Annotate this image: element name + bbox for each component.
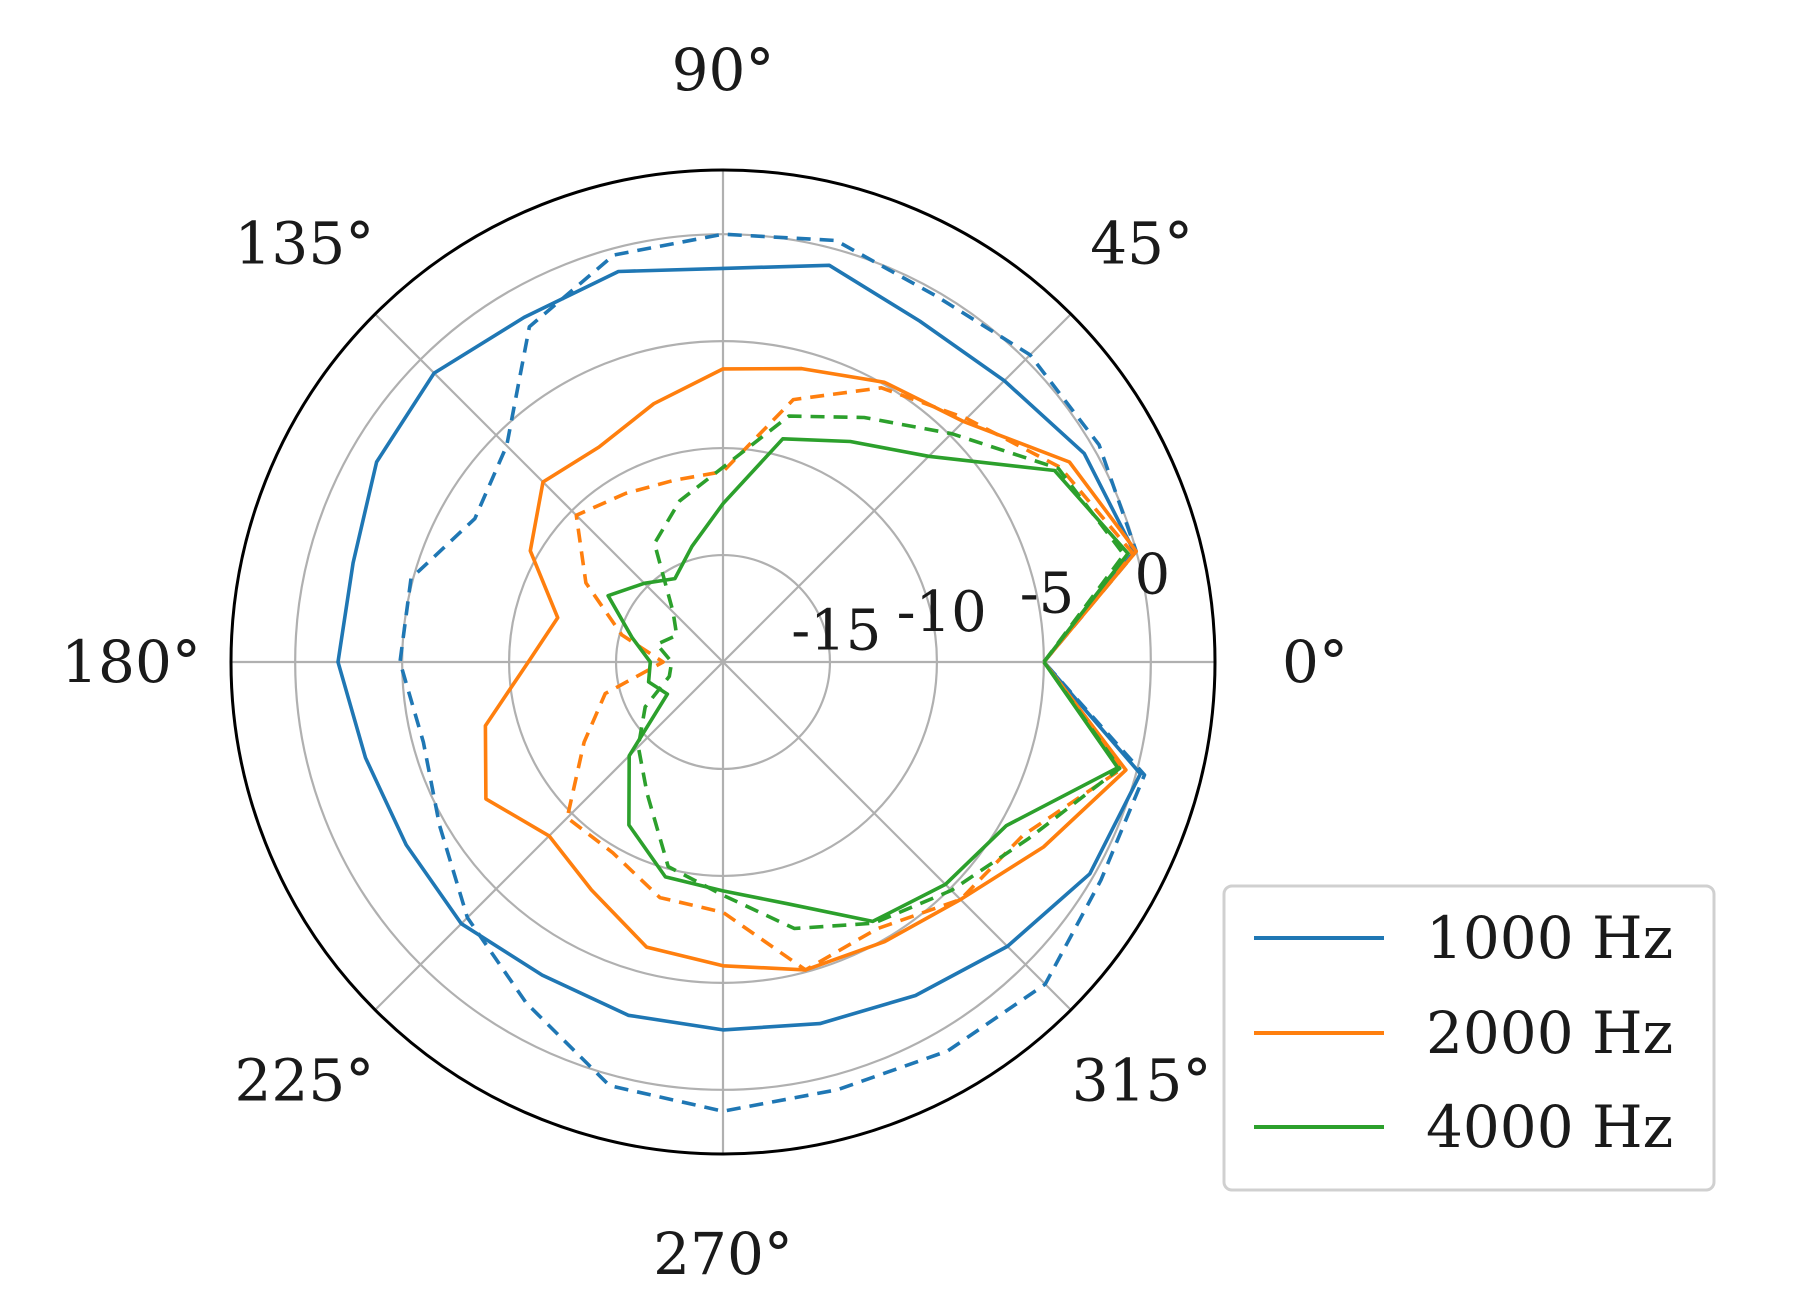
series-line-3 [565, 385, 1134, 972]
legend-label-2000: 2000 Hz [1426, 999, 1673, 1067]
theta-tick-label: 180° [61, 628, 201, 696]
theta-tick-label: 225° [235, 1047, 375, 1115]
theta-tick-label: 45° [1090, 209, 1193, 277]
series-line-4 [606, 436, 1130, 924]
legend: 1000 Hz 2000 Hz 4000 Hz [1222, 884, 1716, 1192]
series-line-5 [636, 414, 1126, 931]
theta-grid-line [722, 313, 1072, 663]
r-tick-labels: -15 -10 -5 0 [791, 543, 1170, 664]
theta-tick-label: 270° [653, 1220, 793, 1288]
theta-tick-label: 315° [1072, 1047, 1212, 1115]
legend-label-1000: 1000 Hz [1426, 904, 1673, 972]
series-line-0 [336, 263, 1143, 1032]
series-line-2 [483, 366, 1138, 972]
theta-tick-labels: 0° 45° 90° 135° 180° 225° 270° 315° [61, 36, 1348, 1288]
polar-grid [231, 170, 1215, 1154]
theta-grid-line [722, 661, 1072, 1011]
series-layer [336, 232, 1147, 1113]
theta-tick-label: 135° [235, 209, 375, 277]
theta-grid-line [374, 313, 724, 663]
legend-label-4000: 4000 Hz [1426, 1093, 1673, 1161]
theta-tick-label: 90° [672, 36, 775, 104]
r-tick-label: -5 [1020, 561, 1075, 626]
theta-tick-label: 0° [1282, 628, 1348, 696]
outer-ring [229, 168, 1217, 1156]
legend-frame [1222, 884, 1716, 1192]
r-tick-label: -15 [791, 598, 881, 663]
r-tick-label: -10 [897, 580, 987, 645]
r-tick-label: 0 [1134, 543, 1170, 608]
